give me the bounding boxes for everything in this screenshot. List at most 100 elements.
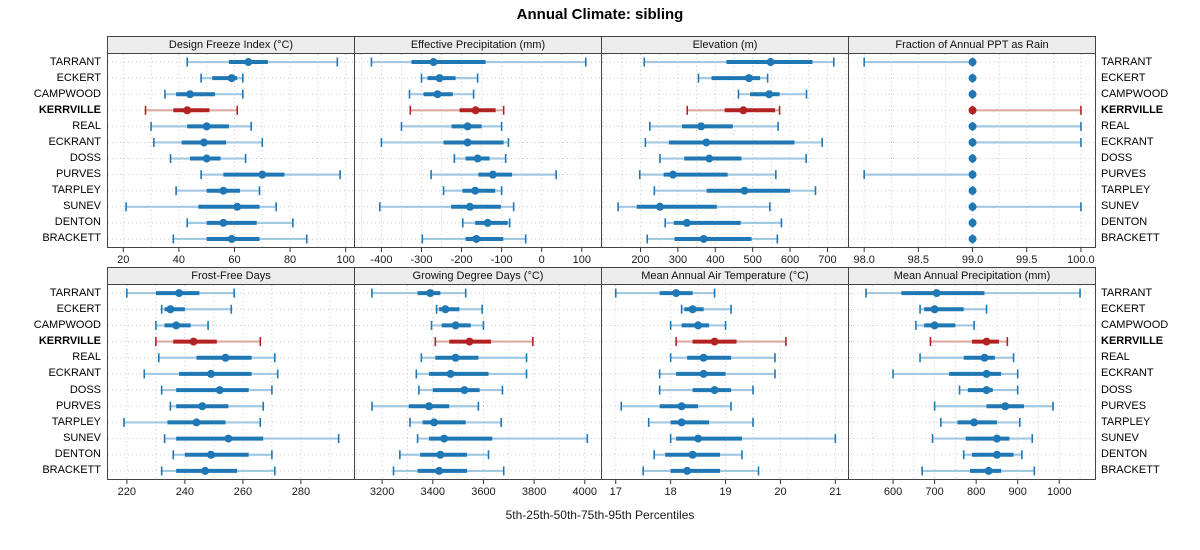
series-doss	[659, 154, 807, 164]
series-tarrant	[863, 57, 977, 67]
tick-label: 300	[669, 254, 687, 266]
tick-label: 240	[176, 486, 194, 498]
row-label-left-purves: PURVES	[55, 399, 101, 412]
median-dot-denton	[992, 450, 1001, 459]
panel-axis-box: 17 18 19 20 21	[601, 480, 849, 500]
panel-axis-box: -400 -300 -200 -100 0 100	[354, 248, 602, 268]
series-purves	[200, 170, 341, 180]
tick-label: 800	[967, 486, 985, 498]
series-tarpley	[123, 417, 262, 427]
median-dot-eckert	[688, 305, 697, 314]
series-tarrant	[643, 57, 835, 67]
panel-plot-box	[601, 54, 849, 248]
series-eckrant	[415, 369, 528, 379]
median-dot-tarrant	[244, 58, 253, 67]
tick-label: 98.5	[908, 254, 929, 266]
panel-mean-annual-air-temperature-c: Mean Annual Air Temperature (°C) 17 18 19 20…	[601, 267, 849, 500]
median-dot-real	[697, 122, 706, 131]
panel-elevation-m: Elevation (m) 200 300 400 500 600 700	[601, 36, 849, 268]
median-dot-kerrville	[982, 337, 991, 346]
median-dot-sunev	[465, 202, 474, 211]
series-sunev	[669, 434, 837, 444]
tick-label: -300	[410, 254, 432, 266]
median-dot-campwood	[186, 90, 194, 99]
row-label-right-doss: DOSS	[1101, 152, 1133, 165]
tick-label: 18	[665, 486, 677, 498]
row-label-left-eckert: ECKERT	[56, 71, 101, 84]
panel-growing-degree-days-c: Growing Degree Days (°C) 3200 3400 3600 3800…	[354, 267, 602, 500]
series-eckert	[919, 304, 988, 314]
row-label-left-kerrville: KERRVILLE	[38, 335, 101, 348]
tick-label: 100	[573, 254, 591, 266]
panel-axis-box: 200 300 400 500 600 700	[601, 248, 849, 268]
row-label-left-campwood: CAMPWOOD	[33, 87, 101, 100]
series-brackett	[172, 234, 308, 244]
panel-plot-area	[108, 285, 354, 479]
series-kerrville	[675, 337, 787, 347]
median-dot-eckert	[968, 74, 977, 83]
median-dot-doss	[710, 386, 719, 395]
series-tarpley	[940, 417, 1021, 427]
panel-axis-box: 20 40 60 80 100	[107, 248, 355, 268]
series-campwood	[968, 89, 977, 99]
row-label-right-kerrville: KERRVILLE	[1101, 103, 1164, 116]
row-label-right-eckert: ECKERT	[1101, 71, 1146, 84]
series-eckrant	[143, 369, 279, 379]
series-brackett	[642, 466, 760, 476]
median-dot-eckrant	[699, 369, 708, 378]
panel-plot-box	[601, 285, 849, 480]
panel-plot-area	[355, 285, 601, 479]
tick-label: 3200	[370, 486, 394, 498]
tick-label: 3600	[471, 486, 495, 498]
tick-label: 3400	[421, 486, 445, 498]
median-dot-denton	[483, 218, 492, 227]
median-dot-brackett	[683, 466, 692, 475]
series-kerrville	[968, 105, 1082, 115]
row-label-right-eckrant: ECKRANT	[1101, 135, 1154, 148]
row-label-left-tarrant: TARRANT	[49, 55, 101, 68]
median-dot-eckert	[744, 74, 753, 83]
median-dot-tarrant	[175, 289, 184, 298]
series-campwood	[915, 320, 975, 330]
panel-plot-area	[849, 285, 1095, 479]
row-label-left-purves: PURVES	[55, 168, 101, 181]
row-label-right-denton: DENTON	[1101, 216, 1148, 229]
median-dot-campwood	[968, 90, 977, 99]
tick-label: 20	[117, 254, 129, 266]
series-doss	[160, 385, 273, 395]
series-kerrville	[686, 105, 781, 115]
tick-label: -100	[491, 254, 513, 266]
series-kerrville	[929, 337, 1009, 347]
median-dot-kerrville	[471, 106, 480, 115]
series-doss	[958, 385, 1019, 395]
series-real	[400, 121, 503, 131]
median-dot-brackett	[201, 466, 210, 475]
median-dot-tarrant	[766, 58, 775, 67]
series-kerrville	[434, 337, 534, 347]
series-campwood	[408, 89, 475, 99]
panel-x-axis: 200 300 400 500 600 700	[631, 248, 837, 266]
panel-frost-free-days: Frost-Free Days 220 240 260 280	[107, 267, 355, 500]
panel-plot-box	[354, 285, 602, 480]
series-denton	[399, 450, 490, 460]
series-real	[968, 121, 1082, 131]
tick-label: 600	[884, 486, 902, 498]
panel-axis-box: 98.0 98.5 99.0 99.5 100.0	[848, 248, 1096, 268]
panel-x-axis: 3200 3400 3600 3800 4000	[370, 480, 597, 498]
row-label-right-eckrant: ECKRANT	[1101, 367, 1154, 380]
median-dot-campwood	[172, 321, 181, 330]
series-eckert	[420, 73, 479, 83]
series-real	[649, 121, 779, 131]
median-dot-denton	[688, 450, 697, 459]
median-dot-kerrville	[710, 337, 719, 346]
tick-label: 900	[1009, 486, 1027, 498]
median-dot-doss	[705, 154, 714, 163]
series-eckrant	[892, 369, 1019, 379]
median-dot-doss	[982, 386, 991, 395]
series-tarpley	[647, 417, 754, 427]
tick-label: 98.0	[853, 254, 874, 266]
median-dot-campwood	[451, 321, 460, 330]
median-dot-tarpley	[430, 418, 439, 427]
panel-strip-title: Design Freeze Index (°C)	[107, 36, 355, 54]
median-dot-eckert	[441, 305, 450, 314]
